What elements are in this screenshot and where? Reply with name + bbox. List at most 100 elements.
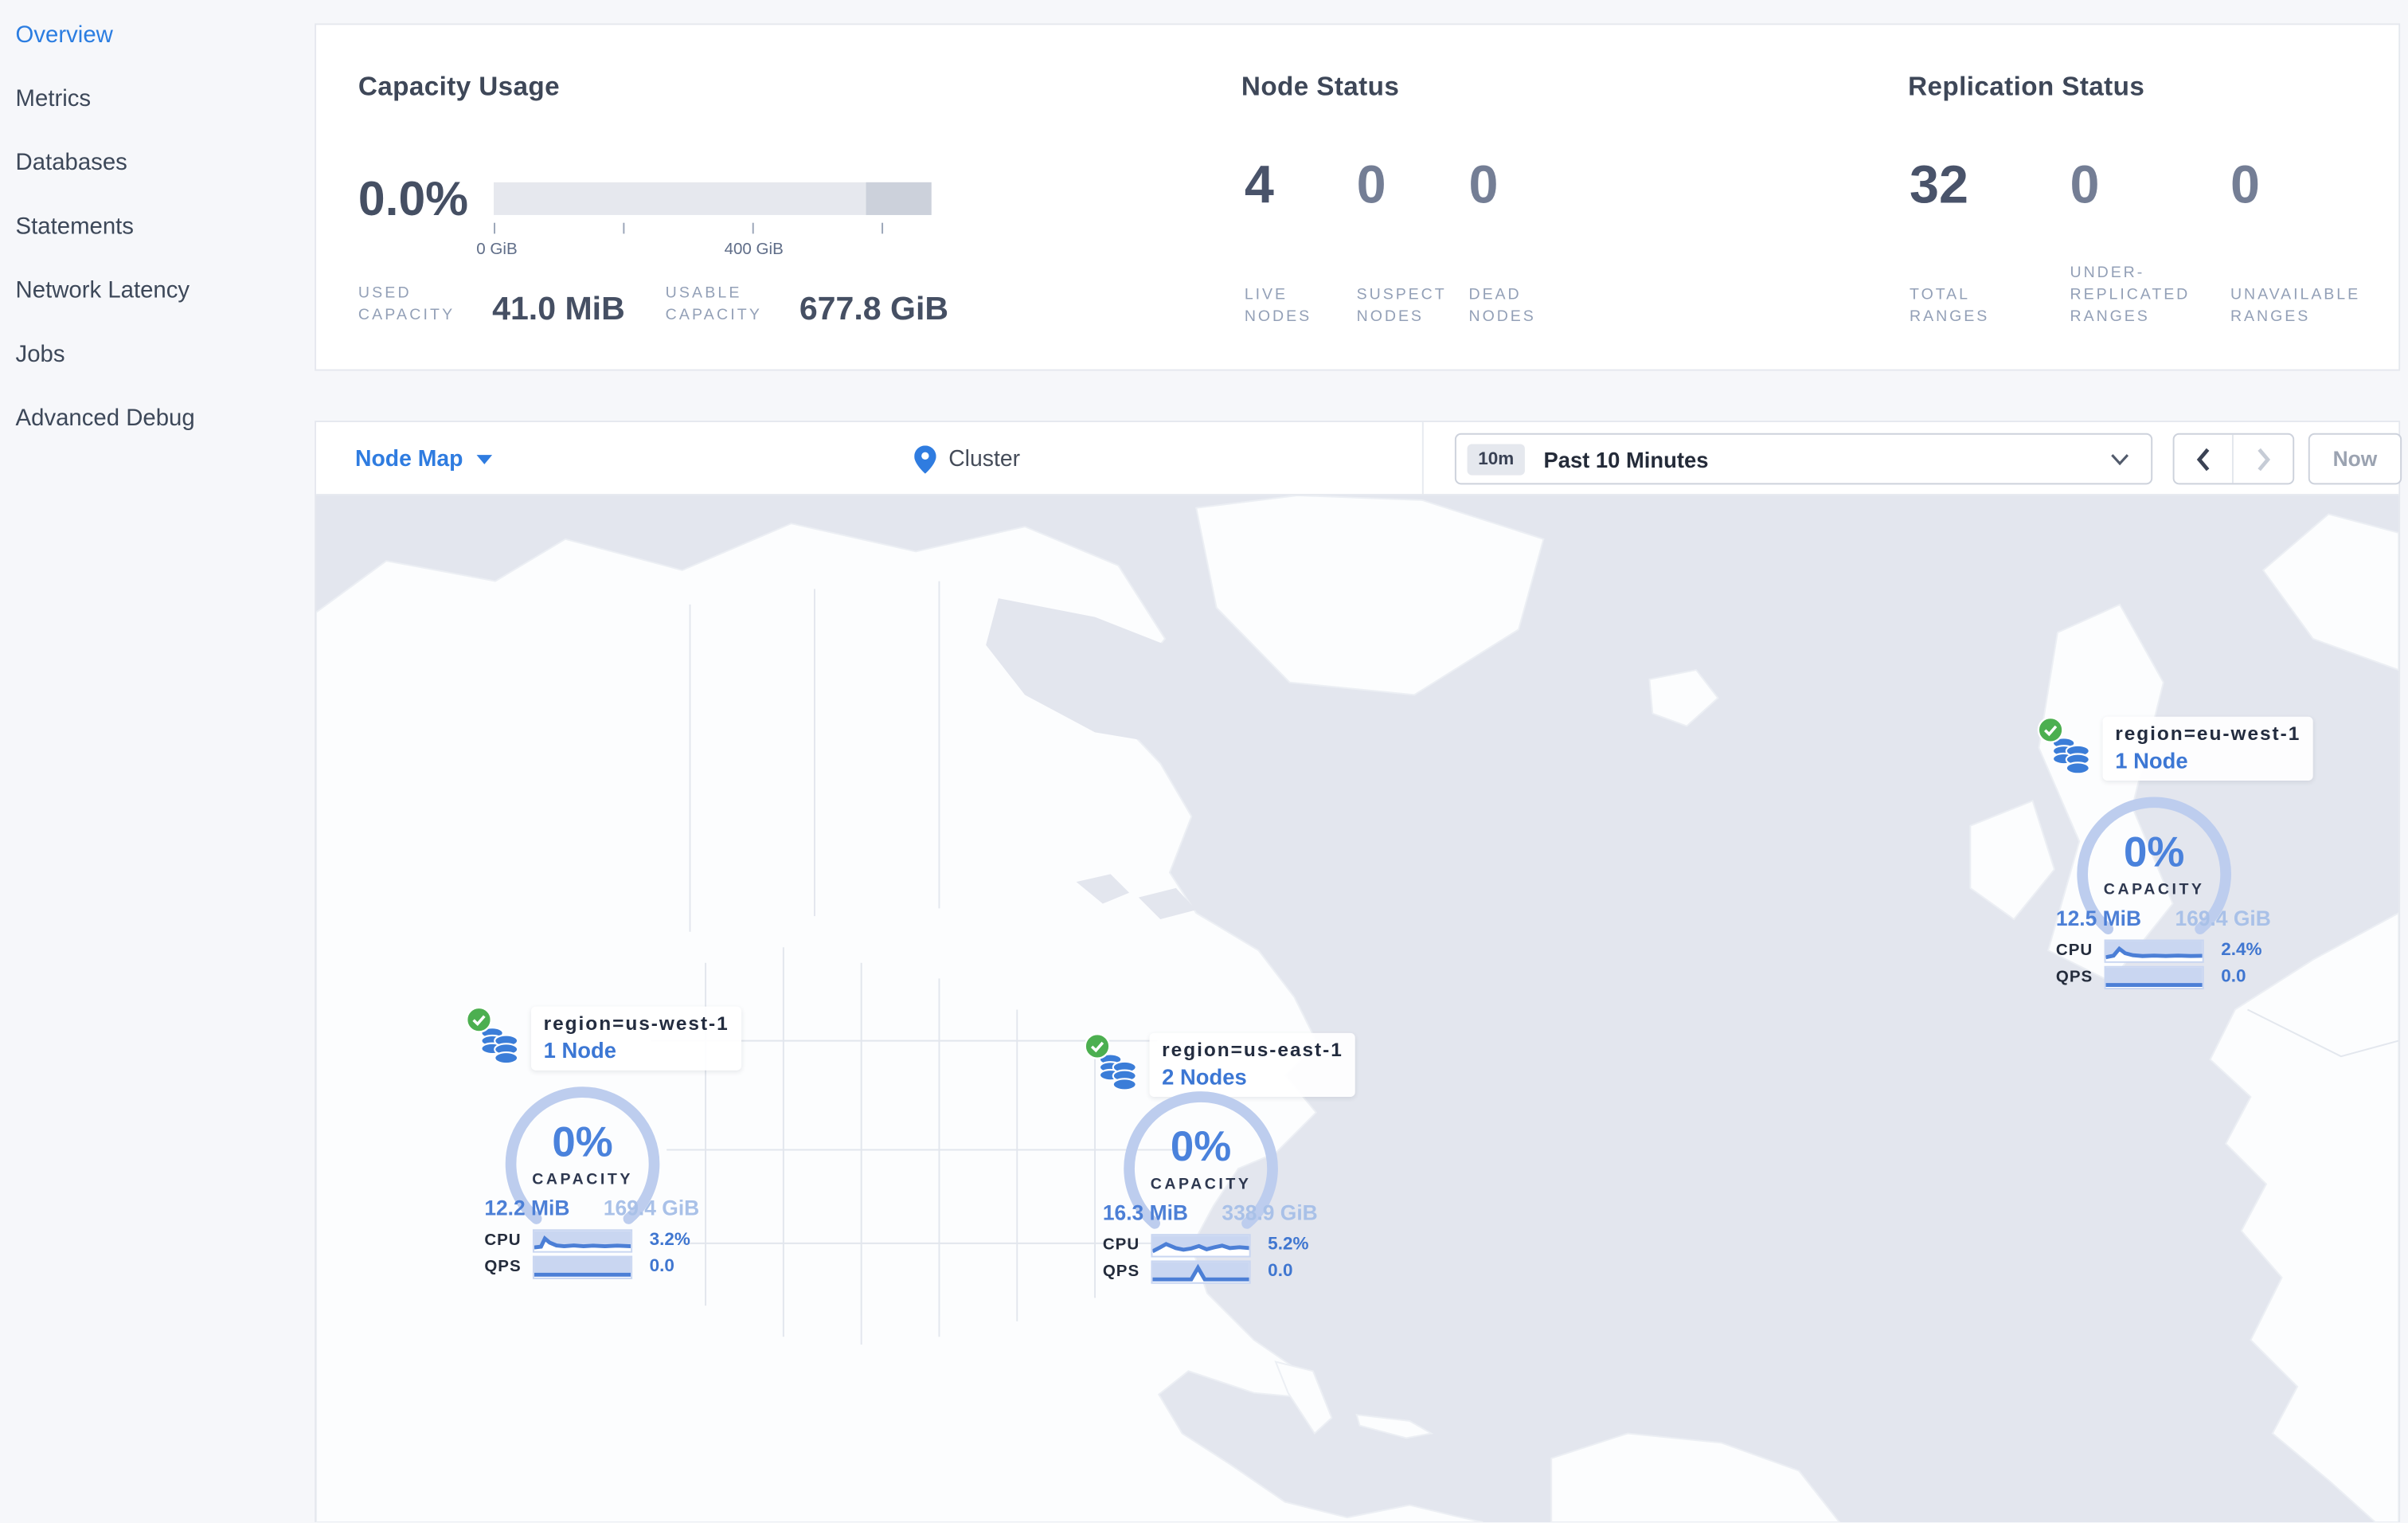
capacity-usage-bar [494, 182, 932, 215]
capacity-gauge: 0% CAPACITY [1121, 1089, 1280, 1248]
suspect-nodes-value: 0 [1356, 155, 1386, 215]
sidebar-item-overview[interactable]: Overview [0, 3, 315, 67]
sidebar-item-databases[interactable]: Databases [0, 131, 315, 194]
capacity-tick [494, 222, 496, 234]
unavailable-ranges-label: UNAVAILABLE RANGES [2230, 286, 2361, 326]
cpu-sparkline [2104, 938, 2204, 962]
dead-nodes-value: 0 [1468, 155, 1499, 215]
capacity-tick-label: 400 GiB [724, 240, 784, 259]
sidebar-item-label: Databases [15, 149, 127, 177]
capacity-used-percent: 0.0% [358, 171, 469, 226]
region-marker-us-west-1[interactable]: region=us-west-1 1 Node 0% CAPACITY 12.2… [450, 1006, 742, 1283]
sidebar-item-label: Statements [15, 213, 134, 241]
qps-sparkline [532, 1255, 633, 1278]
used-capacity-value: 41.0 MiB [492, 291, 625, 327]
sidebar-item-statements[interactable]: Statements [0, 195, 315, 259]
live-nodes-label: LIVE NODES [1244, 286, 1312, 326]
dead-nodes-metric: 0 DEAD NODES [1469, 159, 1581, 329]
database-icon [2051, 737, 2090, 775]
capacity-usage-title: Capacity Usage [358, 71, 561, 102]
database-icon [1098, 1053, 1137, 1091]
region-label: region=us-east-1 2 Nodes [1149, 1032, 1356, 1098]
toolbar-divider [1421, 422, 1424, 496]
qps-row: QPS 0.0 [484, 1255, 714, 1278]
qps-value: 0.0 [649, 1257, 674, 1276]
dead-nodes-label: DEAD NODES [1468, 286, 1536, 326]
sidebar-item-label: Advanced Debug [15, 405, 195, 432]
map-pin-icon [914, 444, 936, 473]
time-range-label: Past 10 Minutes [1543, 446, 1709, 472]
view-mode-label: Node Map [354, 446, 463, 472]
capacity-arc [1124, 1091, 1278, 1229]
region-node-count[interactable]: 1 Node [543, 1037, 616, 1063]
node-map[interactable]: region=us-west-1 1 Node 0% CAPACITY 12.2… [316, 495, 2399, 1523]
sidebar-item-jobs[interactable]: Jobs [0, 323, 315, 386]
region-stat-rows: CPU 2.4% QPS 0.0 [2055, 938, 2286, 992]
live-nodes-metric: 4 LIVE NODES [1245, 159, 1357, 329]
chevron-left-icon [2195, 447, 2209, 471]
capacity-gauge: 0% CAPACITY [503, 1084, 663, 1243]
region-used-capacity: 12.2 MiB [484, 1196, 570, 1220]
under-replicated-ranges-value: 0 [2070, 155, 2100, 215]
gauge-caption: CAPACITY [2103, 882, 2205, 899]
gauge-percent: 0% [2123, 828, 2185, 876]
breadcrumb-label: Cluster [948, 446, 1021, 472]
time-forward-button[interactable] [2234, 435, 2293, 484]
sidebar-item-network-latency[interactable]: Network Latency [0, 259, 315, 323]
region-total-capacity: 338.9 GiB [1222, 1201, 1318, 1225]
cluster-summary-card: Capacity Usage 0.0% 0 GiB 400 GiB USED C… [315, 23, 2401, 371]
time-range-dropdown[interactable]: 10m Past 10 Minutes [1454, 433, 2153, 485]
cpu-row: CPU 2.4% [2055, 938, 2286, 962]
under-replicated-ranges-label: UNDER-REPLICATED RANGES [2070, 264, 2191, 326]
cpu-label: CPU [484, 1231, 522, 1250]
chevron-right-icon [2258, 447, 2271, 471]
region-marker-eu-west-1[interactable]: region=eu-west-1 1 Node 0% CAPACITY 12.5… [2022, 716, 2313, 993]
view-mode-dropdown[interactable]: Node Map [355, 422, 493, 495]
cpu-value: 3.2% [649, 1231, 690, 1250]
gauge-values: 16.3 MiB 338.9 GiB [1103, 1201, 1318, 1224]
capacity-tick [752, 222, 754, 234]
region-node-count[interactable]: 2 Nodes [1162, 1063, 1247, 1090]
cpu-sparkline [532, 1228, 633, 1252]
cpu-value: 2.4% [2221, 941, 2262, 960]
sidebar-nav: Overview Metrics Databases Statements Ne… [0, 0, 315, 1523]
region-stat-rows: CPU 3.2% QPS 0.0 [484, 1228, 714, 1282]
capacity-bar-segment [866, 182, 932, 215]
suspect-nodes-label: SUSPECT NODES [1356, 286, 1447, 326]
used-capacity-metric: USED CAPACITY 41.0 MiB [358, 284, 625, 327]
region-label: region=eu-west-1 1 Node [2102, 716, 2313, 781]
gauge-values: 12.5 MiB 169.4 GiB [2056, 906, 2271, 930]
now-button[interactable]: Now [2308, 433, 2402, 485]
sidebar-item-label: Overview [15, 22, 113, 49]
sidebar-item-metrics[interactable]: Metrics [0, 67, 315, 131]
qps-label: QPS [1102, 1262, 1140, 1281]
under-replicated-ranges-metric: 0 UNDER-REPLICATED RANGES [2070, 159, 2226, 329]
region-node-count[interactable]: 1 Node [2115, 747, 2188, 773]
healthy-check-icon [1084, 1033, 1111, 1059]
unavailable-ranges-metric: 0 UNAVAILABLE RANGES [2230, 159, 2386, 329]
node-status-title: Node Status [1241, 71, 1400, 102]
region-used-capacity: 16.3 MiB [1102, 1201, 1189, 1225]
cpu-label: CPU [2055, 941, 2093, 960]
map-toolbar: Node Map Cluster 10m Past 10 Minutes [316, 422, 2402, 496]
sidebar-item-advanced-debug[interactable]: Advanced Debug [0, 386, 315, 450]
database-icon [480, 1027, 519, 1065]
region-stat-rows: CPU 5.2% QPS 0.0 [1102, 1233, 1333, 1287]
gauge-caption: CAPACITY [1150, 1176, 1252, 1194]
healthy-check-icon [2037, 716, 2064, 743]
time-range-arrows [2172, 433, 2295, 485]
region-name: region=eu-west-1 [2115, 722, 2301, 745]
capacity-tick [882, 222, 884, 234]
time-back-button[interactable] [2175, 434, 2234, 484]
qps-sparkline [2104, 965, 2204, 989]
sidebar-item-label: Metrics [15, 85, 92, 112]
sidebar-item-label: Jobs [15, 341, 65, 368]
capacity-arc [505, 1086, 660, 1224]
breadcrumb[interactable]: Cluster [914, 422, 1020, 495]
region-total-capacity: 169.4 GiB [603, 1196, 700, 1220]
region-marker-us-east-1[interactable]: region=us-east-1 2 Nodes 0% CAPACITY 16.… [1069, 1020, 1356, 1288]
qps-row: QPS 0.0 [2056, 965, 2286, 989]
healthy-check-icon [466, 1006, 492, 1033]
chevron-down-icon [477, 454, 493, 464]
